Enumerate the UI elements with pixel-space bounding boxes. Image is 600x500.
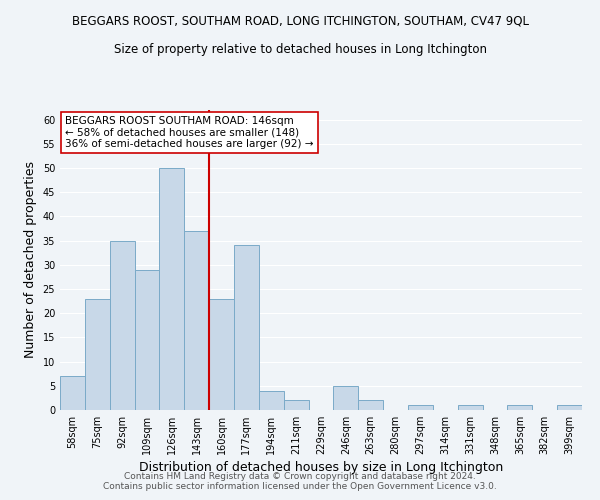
- Text: BEGGARS ROOST, SOUTHAM ROAD, LONG ITCHINGTON, SOUTHAM, CV47 9QL: BEGGARS ROOST, SOUTHAM ROAD, LONG ITCHIN…: [71, 15, 529, 28]
- Text: Contains HM Land Registry data © Crown copyright and database right 2024.: Contains HM Land Registry data © Crown c…: [124, 472, 476, 481]
- Bar: [557, 405, 582, 410]
- Bar: [134, 270, 160, 410]
- Bar: [284, 400, 308, 410]
- Y-axis label: Number of detached properties: Number of detached properties: [24, 162, 37, 358]
- Text: Contains public sector information licensed under the Open Government Licence v3: Contains public sector information licen…: [103, 482, 497, 491]
- Bar: [184, 231, 209, 410]
- Text: Size of property relative to detached houses in Long Itchington: Size of property relative to detached ho…: [113, 42, 487, 56]
- Bar: [334, 386, 358, 410]
- Bar: [209, 298, 234, 410]
- X-axis label: Distribution of detached houses by size in Long Itchington: Distribution of detached houses by size …: [139, 461, 503, 474]
- Bar: [60, 376, 85, 410]
- Text: BEGGARS ROOST SOUTHAM ROAD: 146sqm
← 58% of detached houses are smaller (148)
36: BEGGARS ROOST SOUTHAM ROAD: 146sqm ← 58%…: [65, 116, 314, 149]
- Bar: [508, 405, 532, 410]
- Bar: [458, 405, 482, 410]
- Bar: [259, 390, 284, 410]
- Bar: [234, 246, 259, 410]
- Bar: [110, 240, 134, 410]
- Bar: [85, 298, 110, 410]
- Bar: [408, 405, 433, 410]
- Bar: [358, 400, 383, 410]
- Bar: [160, 168, 184, 410]
